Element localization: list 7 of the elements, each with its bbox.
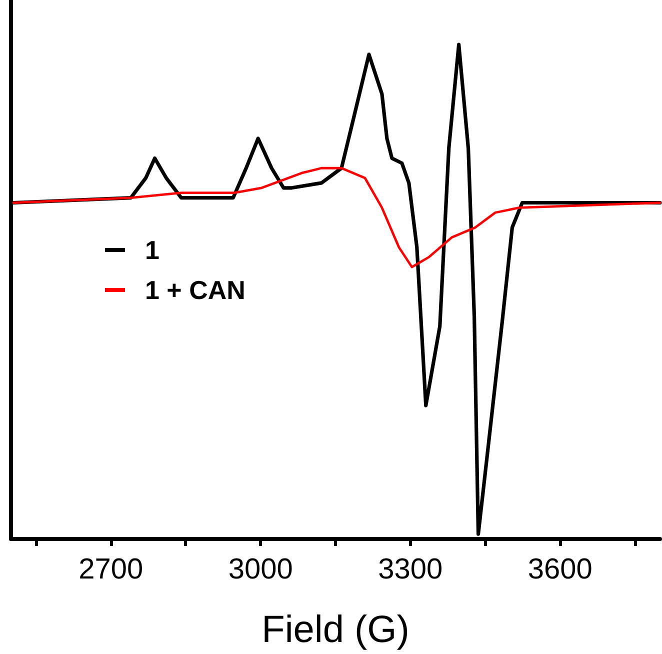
x-tick-label: 3300 [378,554,443,586]
legend-label: 1 [145,235,160,265]
x-axis-title: Field (G) [262,609,410,651]
x-tick-label: 3600 [528,554,592,586]
x-tick-label: 2700 [78,554,144,586]
legend-label: 1 + CAN [145,275,246,305]
x-tick-label: 3000 [228,554,293,586]
